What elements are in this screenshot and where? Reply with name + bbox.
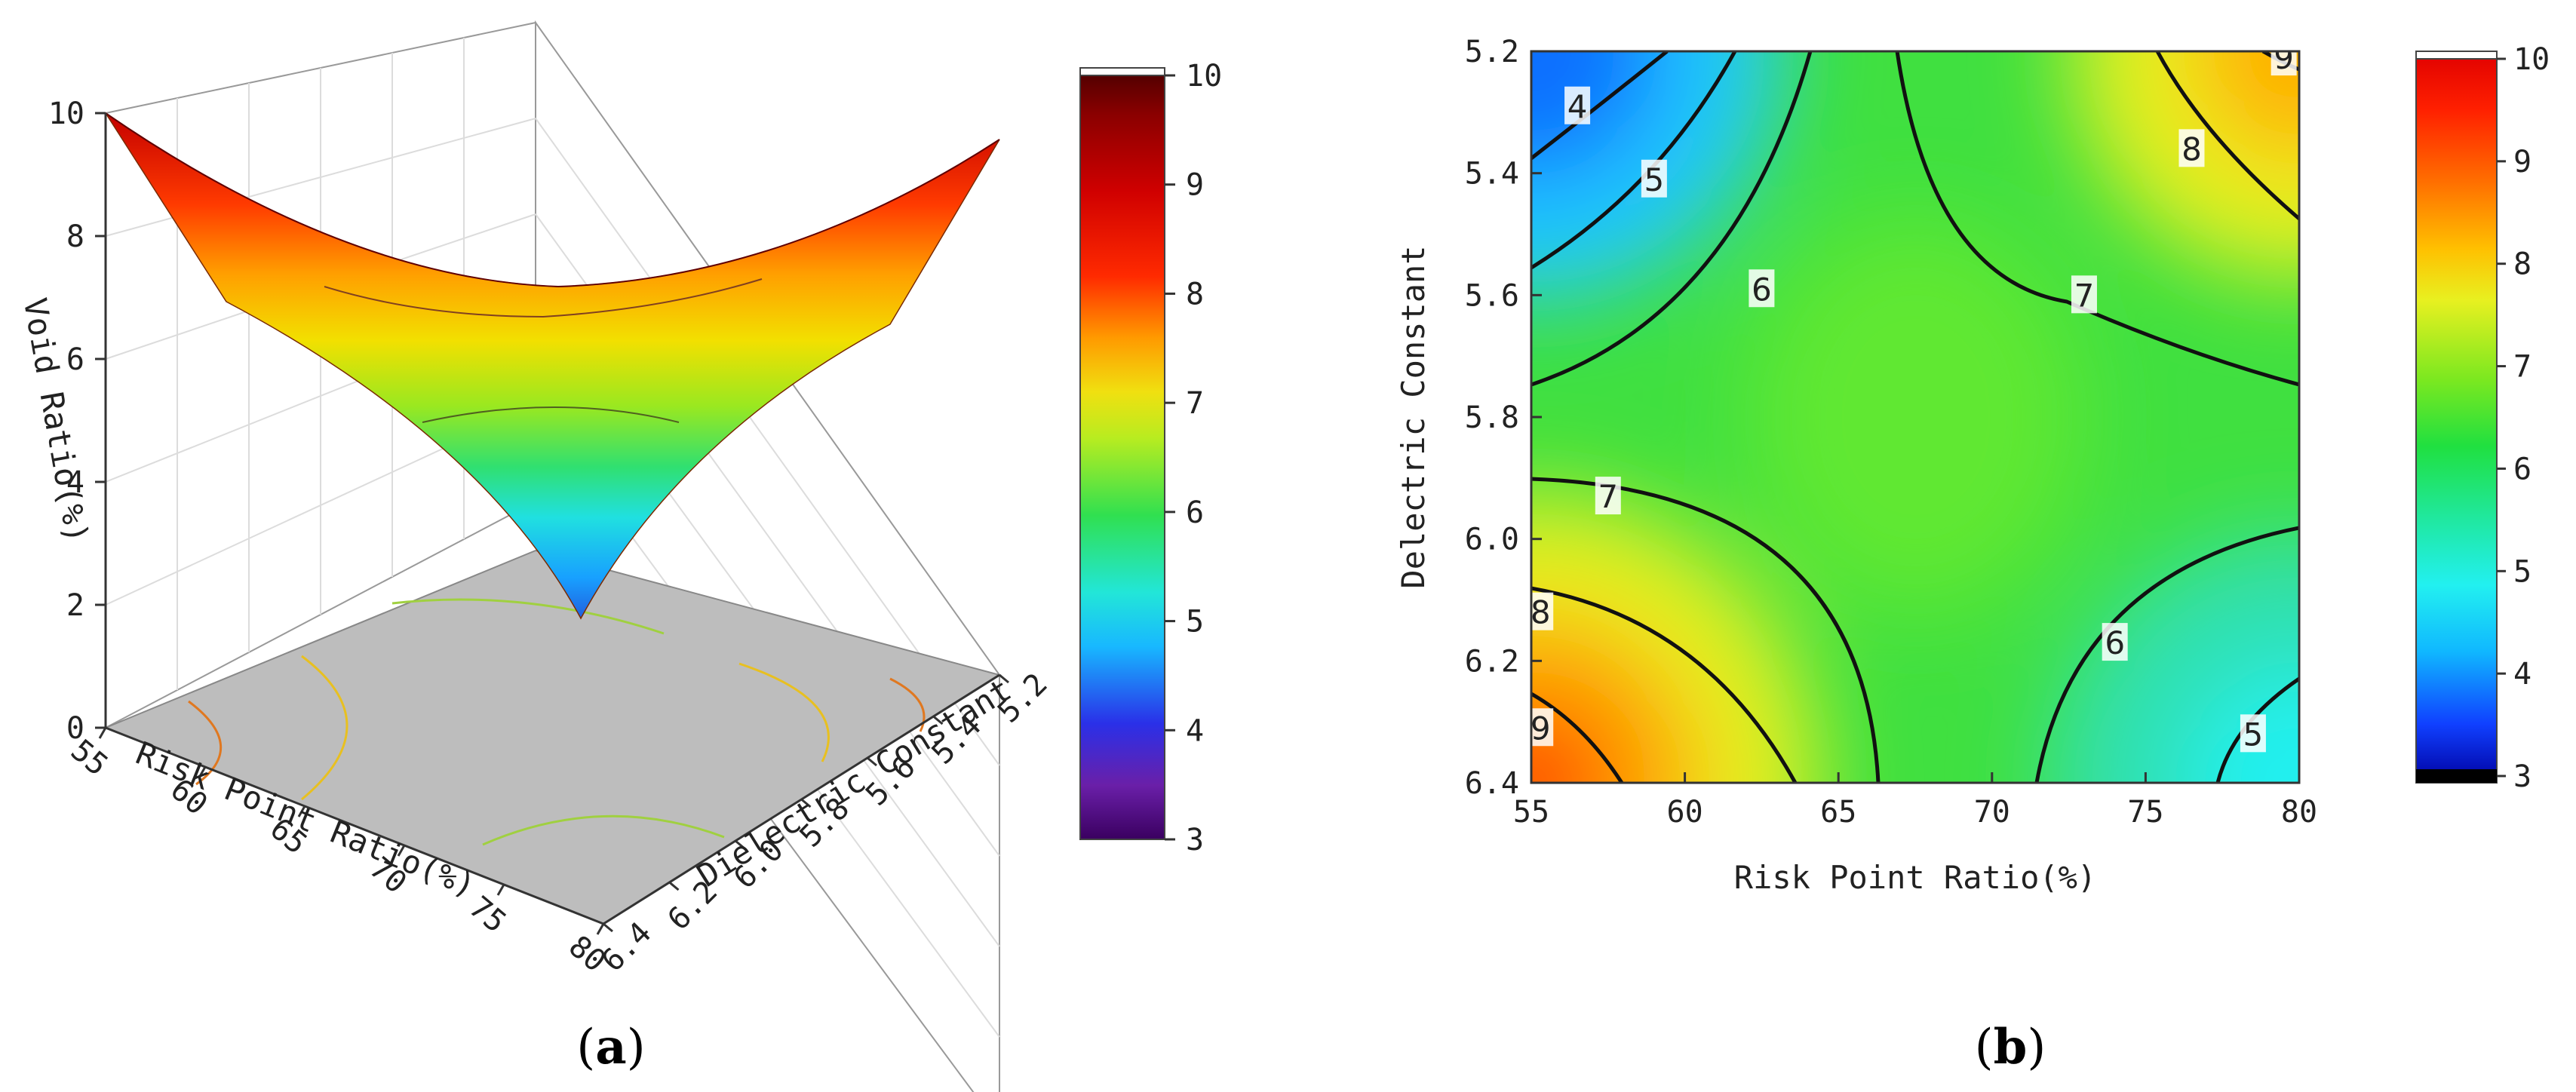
contour-x-title: Risk Point Ratio(%)	[1734, 859, 2096, 896]
contour-label-bg	[1641, 159, 1667, 198]
z-tick-label: 2	[66, 588, 84, 623]
contour-label-bg	[2271, 51, 2297, 76]
x-tick-mark	[496, 884, 505, 896]
y-tick-mark	[735, 839, 745, 850]
contour-y-tick-label: 6.4	[1465, 766, 1519, 801]
z-tick-label: 6	[66, 342, 84, 377]
contour-label-bg	[2240, 714, 2266, 753]
contour-y-tick-label: 5.4	[1465, 157, 1519, 192]
z-tick-label: 10	[48, 97, 84, 131]
colorbar-a	[1079, 67, 1165, 840]
colorbar-a-tick-label: 5	[1186, 605, 1204, 640]
contour-label-bg	[1531, 708, 1554, 747]
surface-mesh	[105, 112, 1000, 620]
colorbar-b-ticks: 3 4 5 6 7 8 9 10	[2497, 42, 2550, 794]
contour-label-bg	[1564, 86, 1591, 124]
colorbar-b	[2415, 51, 2498, 784]
contour-x-tick-label: 80	[2281, 795, 2317, 830]
contour-y-tick-label: 5.2	[1465, 35, 1519, 69]
y-tick-mark	[999, 673, 1009, 684]
x-tick-mark	[297, 805, 306, 817]
x-tick-mark	[397, 845, 406, 857]
colorbar-b-tick-label: 4	[2513, 657, 2531, 692]
contour-label: 5	[1644, 161, 1665, 198]
colorbar-a-tick-label: 8	[1186, 277, 1204, 311]
contour-label: 5	[2243, 716, 2264, 753]
contour-x-tick-label: 55	[1513, 795, 1549, 830]
contour-x-tick-label: 75	[2127, 795, 2163, 830]
y-tick-mark	[603, 922, 613, 933]
colorbar-b-tick-label: 9	[2513, 145, 2531, 179]
contour-ticks: 55 60 65 70 75 805.25.45.65.86.06.26.4	[1465, 35, 2317, 830]
colorbar-b-tick-label: 7	[2513, 350, 2531, 385]
x-tick-mark	[98, 727, 107, 739]
caption-b: (b)	[1975, 1019, 2046, 1075]
colorbar-a-tick-label: 9	[1186, 168, 1204, 203]
z-tick-label: 0	[66, 711, 84, 746]
colorbar-b-tick-label: 5	[2513, 554, 2531, 589]
contour-label-bg	[1595, 477, 1621, 515]
colorbar-a-cap	[1079, 67, 1165, 76]
colorbar-b-cap	[2415, 51, 2498, 60]
x-tick-mark	[198, 766, 207, 778]
contour-x-tick-label: 60	[1667, 795, 1703, 830]
colorbar-a-tick-label: 7	[1186, 386, 1204, 421]
colorbar-a-tick-label: 3	[1186, 823, 1204, 857]
contour-label: 6	[1752, 271, 1772, 308]
contour-label: 7	[1598, 478, 1618, 515]
colorbar-b-tick-label: 10	[2513, 42, 2550, 77]
colorbar-b-tick-label: 6	[2513, 452, 2531, 486]
contour-label-bg	[2102, 623, 2128, 661]
y-tick-mark	[867, 756, 877, 767]
z-axis-title: Void Ratio(%)	[17, 295, 96, 545]
contour-label: 9	[2274, 39, 2294, 76]
y-tick-mark	[668, 881, 680, 891]
contour-label: 4	[1567, 88, 1588, 125]
colorbar-a-tick-label: 10	[1186, 59, 1222, 94]
x-tick-mark	[596, 923, 605, 935]
contour-x-tick-label: 70	[1974, 795, 2010, 830]
colorbar-b-tick-label: 3	[2513, 759, 2531, 794]
contour-label-bg	[1749, 269, 1775, 308]
contour-y-tick-label: 5.8	[1465, 400, 1519, 435]
colorbar-a-tick-label: 6	[1186, 495, 1204, 530]
contour-label-bg	[2071, 275, 2097, 314]
z-tick-label: 4	[66, 465, 84, 500]
contour-label-bg	[2178, 129, 2205, 167]
contour-labels: 4 5 6 7 8 9 7 8 9 6 5	[1531, 39, 2297, 753]
colorbar-b-floor	[2416, 769, 2497, 783]
contour-label: 9	[1531, 710, 1551, 747]
contour-label-bg	[1531, 592, 1554, 630]
contour-x-tick-label: 65	[1820, 795, 1856, 830]
surface-panel: 02468105560657075806.46.26.05.85.65.45.2…	[17, 20, 1222, 1092]
y-tick-mark	[932, 715, 944, 725]
contour-y-tick-label: 6.2	[1465, 644, 1519, 679]
colorbar-a-tick-label: 4	[1186, 713, 1204, 748]
contour-label: 7	[2074, 277, 2095, 314]
contour-label: 6	[2105, 624, 2125, 661]
contour-fill: 4 5 6 7 8 9 7 8 9 6 5	[1531, 39, 2299, 783]
caption-a: (a)	[576, 1019, 645, 1075]
colorbar-b-tick-label: 8	[2513, 247, 2531, 282]
contour-y-tick-label: 5.6	[1465, 278, 1519, 313]
contour-y-tick-label: 6.0	[1465, 523, 1519, 557]
x-tick-label: 75	[462, 890, 512, 940]
floor-contours	[188, 598, 926, 846]
colorbar-a-ticks: 3 4 5 6 7 8 9 10	[1165, 59, 1222, 857]
contour-y-title: Delectric Constant	[1395, 245, 1432, 588]
y-tick-mark	[800, 798, 812, 808]
contour-label: 8	[2181, 130, 2202, 167]
z-tick-label: 8	[66, 219, 84, 254]
contour-label: 8	[1531, 594, 1551, 631]
